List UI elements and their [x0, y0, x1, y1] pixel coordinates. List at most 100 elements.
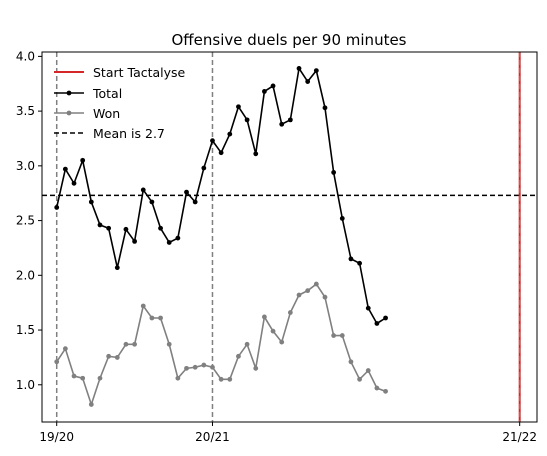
data-point-won	[383, 388, 388, 394]
data-point-total	[218, 150, 224, 156]
data-point-won	[88, 402, 94, 407]
data-point-won	[365, 368, 371, 373]
series-layer	[54, 66, 388, 408]
x-tick-label: 20/21	[195, 430, 230, 444]
data-point-won	[374, 385, 380, 391]
data-point-total	[149, 199, 155, 205]
data-point-won	[287, 310, 293, 315]
y-tick-label: 3.0	[16, 159, 35, 173]
data-point-total	[287, 117, 293, 123]
data-point-total	[140, 187, 146, 193]
data-point-total	[106, 225, 112, 231]
series-total	[54, 66, 388, 326]
data-point-won	[218, 376, 224, 382]
legend-label-total: Total	[92, 86, 122, 101]
data-point-won	[140, 303, 146, 309]
data-point-won	[132, 341, 137, 347]
data-point-total	[114, 265, 120, 271]
data-point-won	[244, 341, 250, 347]
y-tick-label: 1.5	[16, 323, 35, 337]
y-tick-label: 4.0	[16, 49, 35, 63]
data-point-total	[357, 260, 362, 266]
data-point-won	[305, 288, 311, 294]
x-axis: 19/20 20/21 21/22	[39, 422, 537, 444]
data-point-won	[71, 373, 77, 379]
data-point-total	[227, 131, 233, 137]
plot-frame	[41, 51, 538, 423]
data-point-total	[132, 238, 137, 244]
data-point-total	[158, 225, 163, 231]
data-point-total	[80, 157, 86, 163]
data-point-total	[88, 199, 94, 205]
series-line-won	[56, 282, 386, 408]
data-point-won	[80, 375, 86, 381]
data-point-won	[348, 359, 354, 365]
data-point-won	[192, 364, 198, 370]
data-point-total	[374, 321, 380, 326]
data-point-won	[270, 328, 276, 334]
legend: Start Tactalyse Total Won Mean is 2.7	[54, 65, 186, 141]
legend-marker-won	[66, 110, 72, 116]
data-point-total	[192, 199, 198, 205]
data-point-total	[365, 305, 371, 311]
data-point-won	[166, 341, 172, 347]
data-point-won	[279, 339, 285, 345]
data-point-total	[201, 165, 207, 171]
data-point-total	[262, 89, 267, 94]
data-point-won	[210, 364, 215, 370]
data-point-won	[97, 375, 103, 381]
data-point-total	[270, 83, 276, 89]
legend-label-start-tactalyse: Start Tactalyse	[93, 65, 186, 80]
data-point-total	[244, 117, 250, 123]
data-point-total	[322, 105, 328, 111]
data-point-won	[201, 362, 207, 368]
data-point-won	[149, 315, 155, 321]
y-tick-label: 2.0	[16, 268, 35, 282]
data-point-won	[158, 315, 163, 321]
data-point-total	[71, 180, 77, 186]
data-point-won	[357, 376, 362, 382]
y-tick-label: 3.5	[16, 104, 35, 118]
data-point-won	[123, 341, 129, 347]
data-point-won	[62, 346, 68, 352]
data-point-won	[339, 333, 345, 338]
series-won	[54, 281, 388, 408]
data-point-total	[210, 138, 215, 144]
data-point-won	[184, 365, 189, 371]
data-point-total	[253, 151, 259, 157]
data-point-won	[227, 376, 233, 382]
data-point-won	[331, 333, 337, 338]
data-point-total	[331, 170, 337, 175]
data-point-total	[313, 68, 319, 74]
legend-label-mean: Mean is 2.7	[93, 126, 165, 141]
data-point-total	[305, 79, 311, 84]
data-point-total	[166, 240, 172, 245]
x-tick-label: 19/20	[39, 430, 74, 444]
data-point-total	[348, 256, 354, 262]
data-point-won	[322, 294, 328, 300]
data-point-total	[62, 166, 68, 172]
data-point-total	[279, 121, 285, 127]
y-axis: 1.0 1.5 2.0 2.5 3.0 3.5 4.0	[16, 49, 42, 392]
data-point-won	[313, 281, 319, 287]
data-point-won	[262, 314, 267, 320]
data-point-total	[296, 66, 302, 71]
data-point-total	[383, 315, 388, 321]
legend-label-won: Won	[93, 106, 120, 121]
data-point-won	[296, 292, 302, 298]
x-tick-label: 21/22	[502, 430, 537, 444]
data-point-won	[236, 353, 241, 359]
y-tick-label: 1.0	[16, 378, 35, 392]
data-point-total	[54, 205, 60, 210]
data-point-total	[339, 215, 345, 221]
data-point-total	[97, 222, 103, 228]
data-point-total	[236, 104, 241, 110]
data-point-won	[54, 359, 60, 365]
data-point-total	[184, 189, 189, 195]
data-point-total	[175, 235, 181, 241]
data-point-won	[106, 353, 112, 359]
data-point-total	[123, 226, 129, 232]
data-point-won	[175, 375, 181, 381]
data-point-won	[114, 355, 120, 360]
